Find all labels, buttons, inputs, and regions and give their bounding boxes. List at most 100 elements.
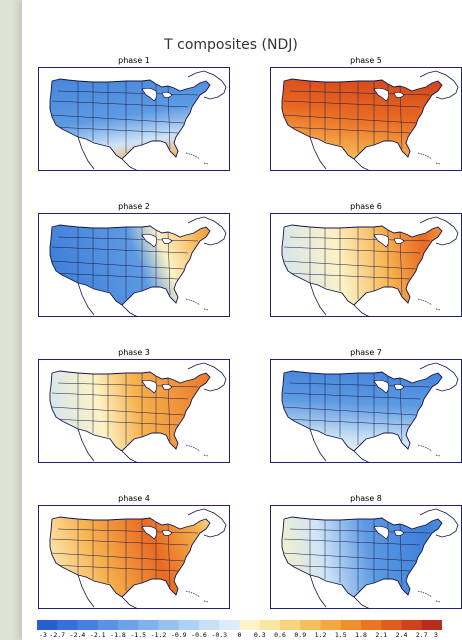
colorbar-swatch (219, 620, 240, 630)
canada-coast (187, 70, 227, 100)
mexico-coast (309, 574, 371, 609)
caribbean-coast (417, 152, 441, 165)
colorbar-swatch (280, 620, 301, 630)
state-borders (282, 373, 431, 445)
great-lakes (141, 87, 173, 102)
colorbar-swatch (401, 620, 423, 630)
caribbean-coast (417, 444, 441, 457)
us-outline (49, 224, 211, 306)
great-lakes (373, 525, 405, 540)
colorbar-swatch (340, 620, 362, 630)
colorbar-swatch (381, 620, 402, 630)
colorbar-tick-label: -2.1 (89, 631, 106, 639)
caribbean-coast (185, 444, 209, 457)
colorbar-swatch (300, 620, 321, 630)
colorbar-swatch (199, 620, 220, 630)
canada-coast (419, 508, 459, 538)
colorbar-tick-label: -0.9 (170, 631, 187, 639)
colorbar-tick-label: 2.7 (415, 631, 428, 639)
us-outline (281, 370, 443, 452)
temperature-map (38, 505, 230, 609)
map-panel-phase5: phase 5 (270, 56, 462, 172)
great-lakes (141, 525, 173, 540)
panel-title: phase 4 (118, 494, 150, 503)
colorbar-swatch (259, 620, 281, 630)
colorbar-swatch (118, 620, 139, 630)
colorbar-tick-label: 2.4 (395, 631, 408, 639)
colorbar-swatch (37, 620, 58, 630)
us-outline (49, 516, 211, 598)
map-panel-phase3: phase 3 (38, 348, 230, 464)
caribbean-coast (417, 298, 441, 311)
colorbar-tick-label: 1.5 (334, 631, 347, 639)
colorbar: -3 -2.7 -2.4 -2.1 -1.8 -1.5 -1.2 -0.9 -0.6 -0.3 0 0… (37, 620, 442, 640)
map-panel-phase8: phase 8 (270, 494, 462, 610)
colorbar-tick-label: -0.6 (191, 631, 207, 639)
colorbar-tick-label: 2.1 (375, 631, 388, 639)
colorbar-tick-label: -2.4 (69, 631, 86, 639)
figure-title: T composites (NDJ) (164, 37, 298, 53)
state-borders (50, 519, 199, 591)
panel-title: phase 3 (118, 348, 150, 357)
map-panel-phase1: phase 1 (38, 56, 230, 172)
caribbean-coast (185, 590, 209, 603)
colorbar-swatch (97, 620, 119, 630)
temperature-map (270, 213, 462, 317)
colorbar-tick-label: -2.7 (49, 631, 66, 639)
mexico-coast (309, 428, 371, 463)
map-panel-phase7: phase 7 (270, 348, 462, 464)
colorbar-swatch (77, 620, 99, 630)
colorbar-swatch (158, 620, 180, 630)
temperature-map (38, 359, 230, 463)
colorbar-tick-label: 0.6 (274, 631, 286, 639)
us-outline (49, 78, 211, 160)
great-lakes (141, 233, 173, 248)
map-panel-phase4: phase 4 (38, 494, 230, 610)
colorbar-tick-label: 0 (237, 631, 242, 639)
mexico-coast (309, 136, 371, 171)
colorbar-swatch (320, 620, 342, 630)
mexico-coast (77, 282, 139, 317)
temperature-map (270, 67, 462, 171)
colorbar-tick-label: -0.3 (211, 631, 228, 639)
state-borders (282, 81, 431, 153)
great-lakes (373, 87, 405, 102)
state-borders (282, 519, 431, 591)
us-outline (281, 224, 443, 306)
colorbar-labels: -3 -2.7 -2.4 -2.1 -1.8 -1.5 -1.2 -0.9 -0.6 -0.3 0 0… (37, 631, 442, 640)
us-outline (49, 370, 211, 452)
us-outline (281, 78, 443, 160)
colorbar-tick-label: -1.2 (150, 631, 167, 639)
colorbar-tick-label: -3 (39, 631, 47, 639)
temperature-map (270, 359, 462, 463)
temperature-map (270, 505, 462, 609)
colorbar-swatch (239, 620, 261, 630)
great-lakes (373, 233, 405, 248)
colorbar-swatch (178, 620, 200, 630)
canada-coast (187, 216, 227, 246)
great-lakes (373, 379, 405, 394)
canada-coast (419, 216, 459, 246)
map-panel-phase6: phase 6 (270, 202, 462, 318)
temperature-map (38, 213, 230, 317)
great-lakes (141, 379, 173, 394)
colorbar-tick-label: -1.8 (110, 631, 126, 639)
canada-coast (419, 70, 459, 100)
canada-coast (187, 508, 227, 538)
state-borders (282, 227, 431, 299)
panel-title: phase 7 (350, 348, 382, 357)
colorbar-tick-label: 1.2 (314, 631, 327, 639)
colorbar-tick-label: 0.3 (253, 631, 266, 639)
colorbar-swatch (138, 620, 159, 630)
mexico-coast (77, 428, 139, 463)
panel-title: phase 5 (350, 56, 382, 65)
colorbar-tick-label: 0.9 (294, 631, 307, 639)
colorbar-swatch (57, 620, 78, 630)
us-outline (281, 516, 443, 598)
canada-coast (187, 362, 227, 392)
panel-title: phase 2 (118, 202, 150, 211)
caribbean-coast (185, 152, 209, 165)
colorbar-swatch (421, 620, 442, 630)
panel-title: phase 8 (350, 494, 382, 503)
colorbar-swatches (37, 620, 442, 630)
